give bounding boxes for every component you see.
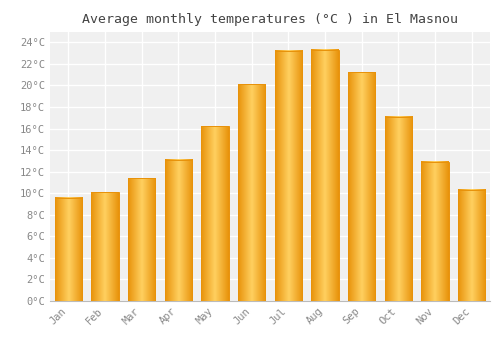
Bar <box>458 190 485 301</box>
Bar <box>128 178 156 301</box>
Bar <box>91 192 119 301</box>
Title: Average monthly temperatures (°C ) in El Masnou: Average monthly temperatures (°C ) in El… <box>82 13 458 26</box>
Bar <box>238 84 266 301</box>
Bar <box>54 197 82 301</box>
Bar <box>348 72 376 301</box>
Bar <box>164 160 192 301</box>
Bar <box>384 117 412 301</box>
Bar <box>421 162 448 301</box>
Bar <box>311 50 339 301</box>
Bar <box>201 126 229 301</box>
Bar <box>274 51 302 301</box>
